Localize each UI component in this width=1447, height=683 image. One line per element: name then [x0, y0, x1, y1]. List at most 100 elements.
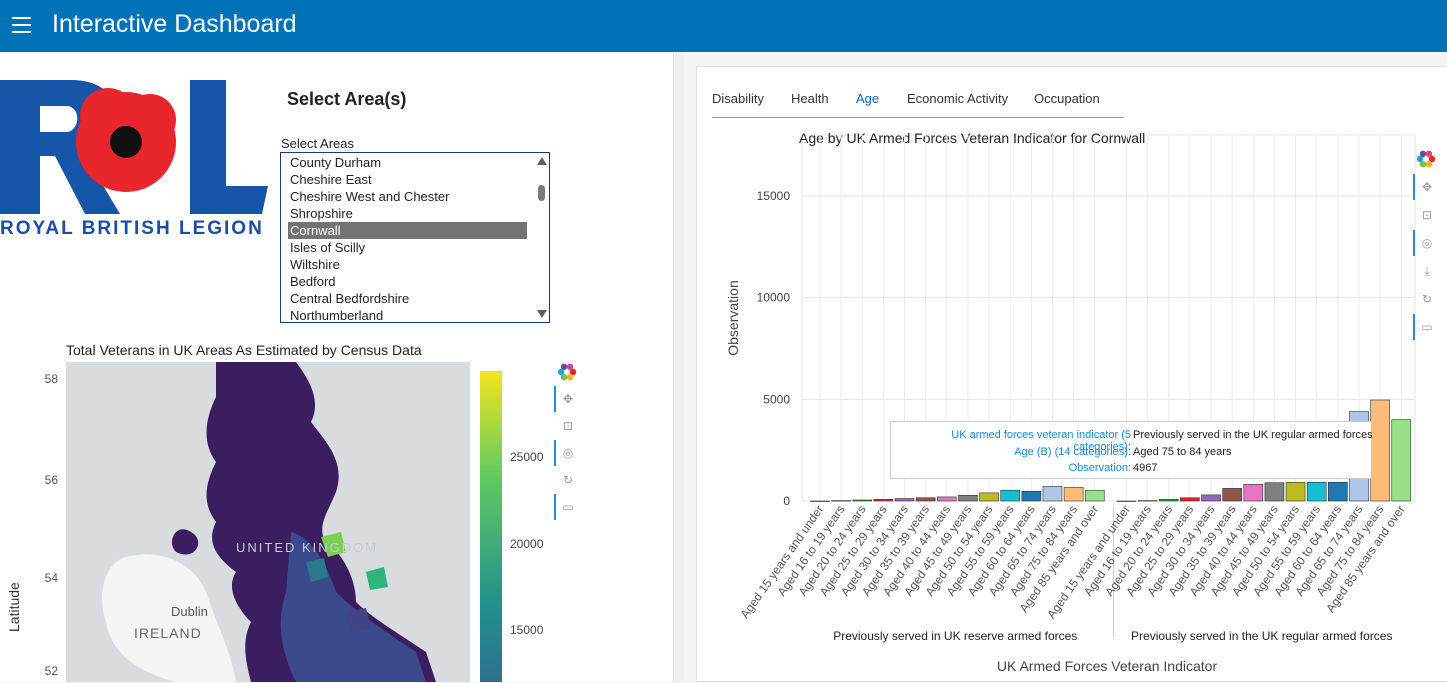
- lat-tick: 52: [44, 664, 58, 678]
- bar: [1000, 489, 1021, 502]
- uk-label: UNITED KINGDOM: [236, 540, 379, 555]
- bar: [1201, 494, 1221, 502]
- lat-tick: 56: [44, 473, 58, 487]
- tooltip-value: Aged 75 to 84 years: [1133, 446, 1232, 458]
- tab-age[interactable]: Age: [856, 91, 880, 106]
- chart-title: Age by UK Armed Forces Veteran Indicator…: [799, 130, 1145, 146]
- hover-icon[interactable]: ▭: [562, 500, 574, 514]
- bar: [831, 500, 851, 502]
- area-option[interactable]: Shropshire: [290, 206, 353, 221]
- active-tool-indicator: [554, 386, 556, 412]
- panel-splitter[interactable]: [673, 52, 684, 682]
- bar: [852, 499, 873, 502]
- area-option[interactable]: Bedford: [290, 274, 336, 289]
- area-option[interactable]: Wiltshire: [290, 257, 340, 272]
- ireland-label: IRELAND: [134, 625, 202, 641]
- group-label: Previously served in UK reserve armed fo…: [833, 629, 1077, 643]
- y-tick-label: 5000: [763, 392, 790, 406]
- area-option[interactable]: County Durham: [290, 155, 382, 170]
- dublin-label: Dublin: [171, 604, 208, 619]
- map-toolbar: ✥ ⊡ ◎ ↻ ▭: [554, 362, 579, 552]
- colorbar: [480, 371, 502, 682]
- active-tool-indicator: [1413, 230, 1415, 256]
- tooltip-value: Previously served in the UK regular arme…: [1133, 429, 1373, 441]
- area-option[interactable]: Cheshire West and Chester: [290, 189, 450, 204]
- area-option[interactable]: Northumberland: [290, 308, 384, 323]
- rbl-logo: [0, 80, 268, 214]
- hamburger-menu-icon[interactable]: [12, 17, 31, 33]
- bar: [1158, 499, 1179, 502]
- tab-occupation[interactable]: Occupation: [1034, 91, 1100, 106]
- age-bar-chart[interactable]: Age by UK Armed Forces Veteran Indicator…: [697, 67, 1447, 683]
- bar: [1391, 419, 1412, 502]
- tab-disability[interactable]: Disability: [712, 91, 765, 106]
- group-label: Previously served in the UK regular arme…: [1131, 629, 1392, 643]
- chart-tooltip: UK armed forces veteran indicator (5 cat…: [890, 421, 1373, 479]
- bar: [1116, 500, 1137, 502]
- map-y-axis-label: Latitude: [6, 582, 22, 632]
- scroll-down-icon[interactable]: [537, 310, 547, 318]
- y-tick-label: 10000: [757, 291, 791, 305]
- bar: [915, 497, 936, 502]
- bar: [1328, 481, 1348, 502]
- pan-icon[interactable]: ✥: [1421, 180, 1433, 194]
- bokeh-logo-icon[interactable]: [1416, 149, 1436, 169]
- save-icon[interactable]: ⤓: [1424, 264, 1430, 278]
- bar: [1021, 490, 1042, 502]
- logo-text: ROYAL BRITISH LEGION: [0, 218, 264, 239]
- y-axis-label: Observation: [725, 280, 741, 355]
- bokeh-logo-icon[interactable]: [557, 362, 577, 382]
- areas-listbox[interactable]: County Durham Cheshire East Cheshire West …: [280, 152, 550, 323]
- active-tool-indicator: [1413, 314, 1415, 340]
- bar: [979, 492, 999, 502]
- tooltip-key: Observation:: [1068, 462, 1131, 474]
- wheel-zoom-icon[interactable]: ◎: [562, 446, 574, 460]
- reset-icon[interactable]: ↻: [562, 473, 574, 487]
- area-option[interactable]: Cheshire East: [290, 172, 372, 187]
- pan-icon[interactable]: ✥: [562, 392, 574, 406]
- tooltip-key: UK armed forces veteran indicator (5 cat…: [951, 429, 1131, 453]
- bar: [1042, 486, 1063, 502]
- app-title: Interactive Dashboard: [52, 10, 297, 38]
- x-tick-label: Aged 15 years and under: [738, 503, 827, 621]
- y-tick-label: 15000: [757, 189, 791, 203]
- chart-toolbar: ✥ ⊡ ◎ ⤓ ↻ ▭: [1413, 149, 1438, 340]
- bar: [936, 496, 957, 502]
- bar: [810, 500, 830, 502]
- bar: [894, 498, 915, 502]
- scroll-up-icon[interactable]: [537, 157, 547, 165]
- colorbar-tick: 15000: [510, 623, 544, 637]
- box-zoom-icon[interactable]: ⊡: [562, 419, 574, 433]
- wheel-zoom-icon[interactable]: ◎: [1421, 236, 1433, 250]
- area-option[interactable]: Cornwall: [288, 222, 527, 239]
- colorbar-tick: 20000: [510, 537, 544, 551]
- scrollbar-thumb[interactable]: [538, 185, 545, 201]
- right-panel: Disability Health Age Economic Activity Occu…: [696, 66, 1447, 682]
- category-tabs: Disability Health Age Economic Activity Occu…: [712, 83, 1124, 118]
- bar: [1222, 488, 1242, 502]
- active-tool-indicator: [554, 440, 556, 466]
- y-tick-label: 0: [783, 494, 790, 508]
- box-zoom-icon[interactable]: ⊡: [1421, 208, 1433, 222]
- active-tool-indicator: [554, 494, 556, 520]
- tab-health[interactable]: Health: [791, 91, 829, 106]
- bar: [1264, 482, 1285, 502]
- app-header: Interactive Dashboard: [0, 0, 1447, 52]
- area-option[interactable]: Central Bedfordshire: [290, 291, 410, 306]
- listbox-scrollbar[interactable]: [534, 153, 549, 322]
- left-panel: ROYAL BRITISH LEGION Select Area(s) Sele…: [0, 52, 673, 682]
- bar: [958, 495, 978, 502]
- choropleth-map[interactable]: Dublin IRELAND UNITED KINGDOM: [66, 362, 470, 682]
- area-option[interactable]: Isles of Scilly: [290, 240, 366, 255]
- bar: [873, 499, 894, 502]
- tab-economic-activity[interactable]: Economic Activity: [907, 91, 1009, 106]
- tooltip-key: Age (B) (14 categories):: [1014, 446, 1131, 458]
- select-areas-heading: Select Area(s): [287, 89, 407, 109]
- tooltip-value: 4967: [1133, 462, 1158, 474]
- lat-tick: 58: [44, 372, 58, 386]
- hover-icon[interactable]: ▭: [1421, 320, 1433, 334]
- bar: [1084, 489, 1105, 502]
- reset-icon[interactable]: ↻: [1421, 292, 1433, 306]
- bar: [1180, 497, 1200, 502]
- bar: [1306, 481, 1327, 502]
